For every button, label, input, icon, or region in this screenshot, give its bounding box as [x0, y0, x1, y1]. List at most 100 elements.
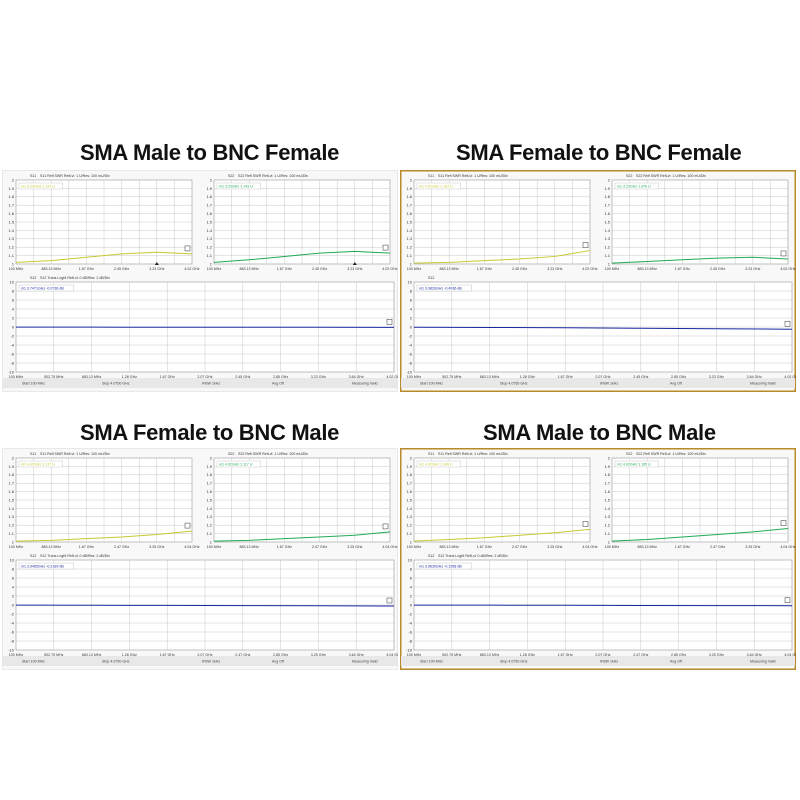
s11-trace	[15, 530, 193, 542]
s22-ytick: 1.8	[604, 194, 610, 199]
s12-ytick: -6	[10, 351, 14, 356]
s12-marker-readout: m1 3.9833GHz -0.4936 dB	[419, 287, 462, 291]
s12-ytick: 6	[12, 575, 15, 580]
s22-xtick: 3.25 GHz	[347, 545, 362, 549]
s22-header: S22 Refl SWR RefLvl: 1 U/Res: 100 mU/Div	[238, 452, 308, 456]
s22-xtick: 2.45 GHz	[312, 267, 327, 271]
s12-marker-readout: m1 3.9465GHz -0.2189 dB	[21, 565, 64, 569]
s12-xtick: 502.75 MHz	[44, 375, 64, 379]
s12-ytick: 0	[410, 602, 413, 607]
s22-ytick: 1.5	[604, 219, 610, 224]
s12-xtick: 3.25 GHz	[311, 653, 326, 657]
s11-xtick: 883.13 MHz	[440, 267, 460, 271]
s11-marker-box	[18, 460, 63, 468]
s22-ytick: 1.9	[604, 464, 610, 469]
s11-xtick: 100 MHz	[407, 267, 422, 271]
s11-marker-box	[416, 460, 461, 468]
s12-ytick: 0	[12, 324, 15, 329]
s11-xtick: 3.23 GHz	[149, 267, 164, 271]
s22-ytick: 1	[608, 539, 611, 544]
s11-xtick: 4.02 GHz	[184, 267, 199, 271]
s22-ytick: 1.2	[206, 523, 212, 528]
s22-ytick: 1.3	[206, 236, 212, 241]
s11-header: S11 Refl SWR RefLvl: 1 U/Res: 100 mU/Div	[40, 452, 110, 456]
s12-xtick: 1.28 GHz	[122, 653, 137, 657]
s12-marker-flag	[386, 319, 393, 325]
s22-marker-box	[614, 182, 659, 190]
vna-screen-sma-male-bnc-male: S11 S11 Refl SWR RefLvl: 1 U/Res: 100 mU/…	[400, 448, 796, 670]
s11-ytick: 1.4	[406, 228, 412, 233]
s12-ytick: -8	[10, 360, 14, 365]
s12-xtick: 883.13 MHz	[82, 653, 102, 657]
s12-ytick: -6	[408, 351, 412, 356]
s12-ytick: 8	[410, 566, 413, 571]
s12-marker-flag	[784, 320, 791, 327]
footer-avg: Avg Off	[272, 382, 284, 386]
s22-xtick: 883.13 MHz	[240, 267, 260, 271]
s11-xtick: 2.47 GHz	[512, 545, 527, 549]
s12-xtick: 2.45 GHz	[633, 375, 648, 379]
s22-trace-label: S22	[626, 174, 632, 178]
s22-xtick: 1.67 GHz	[675, 545, 690, 549]
footer-ifbw: IFBW 1kHz	[600, 382, 618, 386]
s12-xtick: 883.13 MHz	[82, 375, 102, 379]
s22-xtick: 100 MHz	[207, 545, 222, 549]
s12-trace-label: S12	[30, 276, 36, 280]
s12-header: S12 Trans LogM RefLvl: 0 dB/Res: 2 dB/Di…	[40, 554, 110, 558]
vna-screen-sma-female-bnc-female: S11 S11 Refl SWR RefLvl: 1 U/Res: 100 mU/…	[400, 170, 796, 392]
s12-marker-readout: m1 3.7471GHz -0.0736 dB	[21, 287, 64, 291]
s22-ytick: 1.9	[206, 186, 212, 191]
s11-ytick: 1.2	[8, 523, 14, 528]
s12-xtick: 2.45 GHz	[235, 375, 250, 379]
vna-chart-svg: S11 S11 Refl SWR RefLvl: 1 U/Res: 100 mU/…	[400, 170, 796, 392]
footer-status: Measuring Valid	[352, 382, 378, 386]
s12-xtick: 3.25 GHz	[709, 653, 724, 657]
s22-xtick: 4.04 GHz	[780, 545, 795, 549]
s11-ytick: 1.6	[406, 489, 412, 494]
s12-ytick: -4	[10, 342, 14, 347]
s22-ytick: 1.7	[206, 203, 212, 208]
chart-title-sma-female-bnc-male: SMA Female to BNC Male	[80, 420, 340, 445]
s12-ytick: 10	[408, 557, 413, 562]
s12-xtick: 502.75 MHz	[442, 653, 462, 657]
s11-marker-flag	[184, 245, 191, 252]
footer-ifbw: IFBW 1kHz	[202, 660, 220, 664]
s11-ytick: 1.9	[8, 186, 14, 191]
s22-ytick: 1.8	[604, 472, 610, 477]
s22-trace	[611, 256, 789, 264]
vna-chart-svg: S11 S11 Refl SWR RefLvl: 1 U/Res: 100 mU/…	[2, 448, 398, 670]
s22-xtick: 1.67 GHz	[277, 545, 292, 549]
s22-xtick: 4.02 GHz	[780, 267, 795, 271]
s22-xtick: 883.13 MHz	[240, 545, 260, 549]
s11-xtick: 2.45 GHz	[114, 267, 129, 271]
s12-xtick: 883.13 MHz	[480, 653, 500, 657]
s11-ytick: 1.1	[406, 531, 412, 536]
s11-marker-readout: m1 4.02GHz 1.149 U	[419, 463, 453, 467]
s12-xtick: 883.13 MHz	[480, 375, 500, 379]
s22-ytick: 2	[608, 455, 611, 460]
footer-avg: Avg Off	[272, 660, 284, 664]
s11-ytick: 1	[410, 261, 413, 266]
s11-xtick: 883.13 MHz	[42, 545, 62, 549]
s11-trace	[413, 528, 591, 542]
s11-xtick: 3.23 GHz	[547, 267, 562, 271]
s22-ytick: 1	[608, 261, 611, 266]
s11-ytick: 1.3	[8, 514, 14, 519]
s11-ytick: 1	[12, 539, 15, 544]
s22-ytick: 1.5	[604, 497, 610, 502]
footer-status: Measuring Valid	[750, 660, 776, 664]
s22-ytick: 1.2	[206, 245, 212, 250]
s22-xtick: 1.67 GHz	[277, 267, 292, 271]
s22-ytick: 1.1	[604, 531, 610, 536]
s11-ytick: 1.7	[8, 203, 14, 208]
footer-status: Measuring Valid	[750, 382, 776, 386]
s11-marker-flag	[582, 521, 589, 527]
s12-xtick: 3.23 GHz	[709, 375, 724, 379]
s11-ytick: 1.8	[8, 194, 14, 199]
s12-ytick: -2	[10, 611, 14, 616]
s11-ytick: 1.8	[8, 472, 14, 477]
s11-ytick: 1.8	[406, 472, 412, 477]
s12-xtick: 2.85 GHz	[671, 653, 686, 657]
s11-xtick: 100 MHz	[9, 267, 24, 271]
